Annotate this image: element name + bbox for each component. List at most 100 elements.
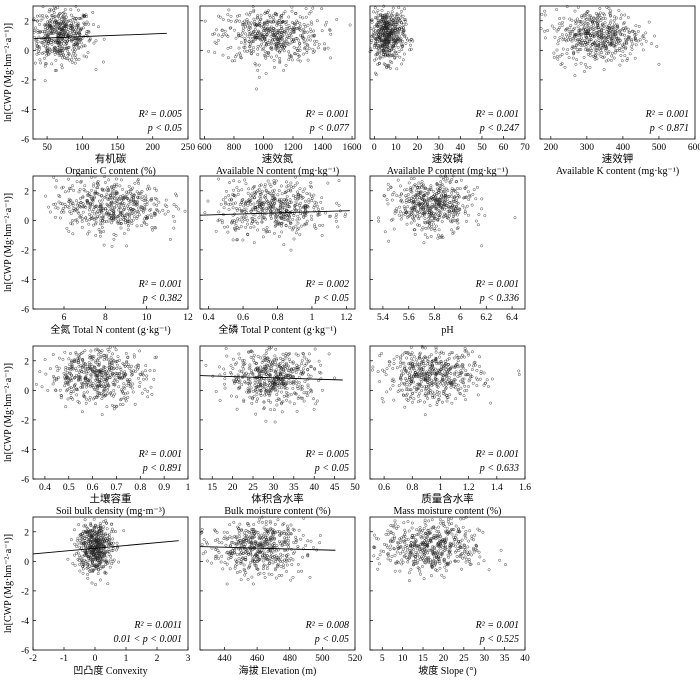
scatter-point	[49, 210, 52, 214]
scatter-point	[263, 50, 267, 54]
scatter-point	[416, 394, 420, 398]
scatter-point	[55, 365, 59, 369]
scatter-point	[88, 354, 92, 357]
scatter-point	[650, 42, 653, 46]
scatter-point	[222, 206, 226, 210]
scatter-point	[173, 219, 177, 223]
scatter-point	[155, 203, 159, 207]
scatter-point	[313, 347, 317, 351]
scatter-point	[573, 74, 577, 78]
scatter-point	[83, 44, 87, 48]
scatter-point	[116, 363, 119, 367]
scatter-point	[402, 26, 405, 30]
scatter-point	[64, 190, 67, 194]
scatter-point	[217, 33, 221, 37]
scatter-point	[369, 27, 373, 31]
scatter-point	[288, 198, 292, 202]
scatter-point	[263, 183, 267, 187]
scatter-point	[94, 220, 98, 224]
scatter-point	[275, 33, 279, 37]
scatter-point	[388, 23, 392, 27]
scatter-point	[246, 20, 250, 24]
scatter-point	[620, 59, 624, 63]
scatter-point	[401, 39, 404, 43]
scatter-point	[60, 210, 63, 214]
scatter-point	[403, 18, 407, 22]
scatter-point	[640, 42, 644, 46]
scatter-point	[376, 39, 379, 43]
scatter-point	[64, 12, 68, 16]
p-value-label: p < 0.382	[142, 293, 182, 304]
scatter-point	[269, 400, 272, 404]
scatter-point	[110, 214, 113, 218]
scatter-point	[621, 50, 625, 53]
scatter-point	[446, 205, 450, 209]
scatter-point	[378, 55, 382, 59]
scatter-point	[67, 58, 71, 62]
scatter-point	[237, 34, 241, 38]
scatter-point	[172, 203, 176, 206]
scatter-point	[392, 54, 395, 57]
scatter-point	[116, 380, 119, 383]
scatter-point	[203, 19, 207, 23]
scatter-point	[264, 42, 268, 45]
scatter-point	[299, 201, 302, 205]
scatter-point	[54, 24, 58, 28]
scatter-point	[644, 31, 648, 35]
scatter-point	[277, 19, 281, 22]
scatter-point	[374, 71, 377, 75]
scatter-point	[298, 212, 302, 216]
scatter-point	[266, 20, 270, 24]
scatter-point	[88, 395, 92, 399]
scatter-point	[226, 56, 230, 59]
x-tick-label: 50	[477, 143, 487, 153]
scatter-point	[230, 59, 234, 63]
scatter-point	[258, 20, 261, 23]
scatter-point	[222, 32, 226, 36]
scatter-point	[102, 37, 106, 41]
scatter-point	[459, 386, 463, 390]
scatter-point	[71, 397, 75, 401]
scatter-point	[145, 200, 149, 204]
scatter-point	[251, 4, 255, 8]
scatter-point	[262, 23, 266, 27]
scatter-point	[72, 43, 76, 46]
scatter-point	[223, 377, 227, 380]
scatter-point	[48, 25, 52, 28]
scatter-point	[107, 178, 111, 182]
scatter-point	[432, 227, 436, 231]
scatter-point	[48, 20, 51, 24]
scatter-point	[300, 362, 303, 366]
scatter-point	[553, 35, 557, 39]
scatter-point	[237, 46, 241, 50]
scatter-point	[52, 48, 56, 51]
scatter-point	[405, 36, 409, 40]
scatter-point	[326, 181, 330, 185]
scatter-point	[235, 186, 239, 190]
scatter-point	[312, 407, 316, 411]
scatter-point	[153, 356, 157, 360]
scatter-point	[271, 16, 275, 20]
scatter-point	[391, 6, 395, 10]
scatter-point	[39, 30, 42, 33]
scatter-point	[400, 48, 403, 51]
scatter-point	[217, 14, 220, 18]
scatter-point	[239, 225, 243, 228]
scatter-point	[277, 385, 281, 389]
scatter-point	[243, 38, 247, 42]
scatter-point	[256, 47, 260, 51]
scatter-point	[380, 352, 383, 355]
scatter-point	[309, 374, 313, 378]
scatter-point	[386, 182, 390, 186]
scatter-point	[388, 43, 392, 47]
scatter-point	[281, 352, 285, 356]
scatter-point	[242, 358, 246, 362]
scatter-point	[124, 221, 127, 225]
scatter-point	[309, 214, 313, 218]
scatter-point	[429, 227, 433, 231]
scatter-point	[387, 363, 391, 367]
scatter-point	[217, 177, 221, 181]
scatter-point	[402, 23, 406, 26]
scatter-point	[227, 208, 231, 211]
